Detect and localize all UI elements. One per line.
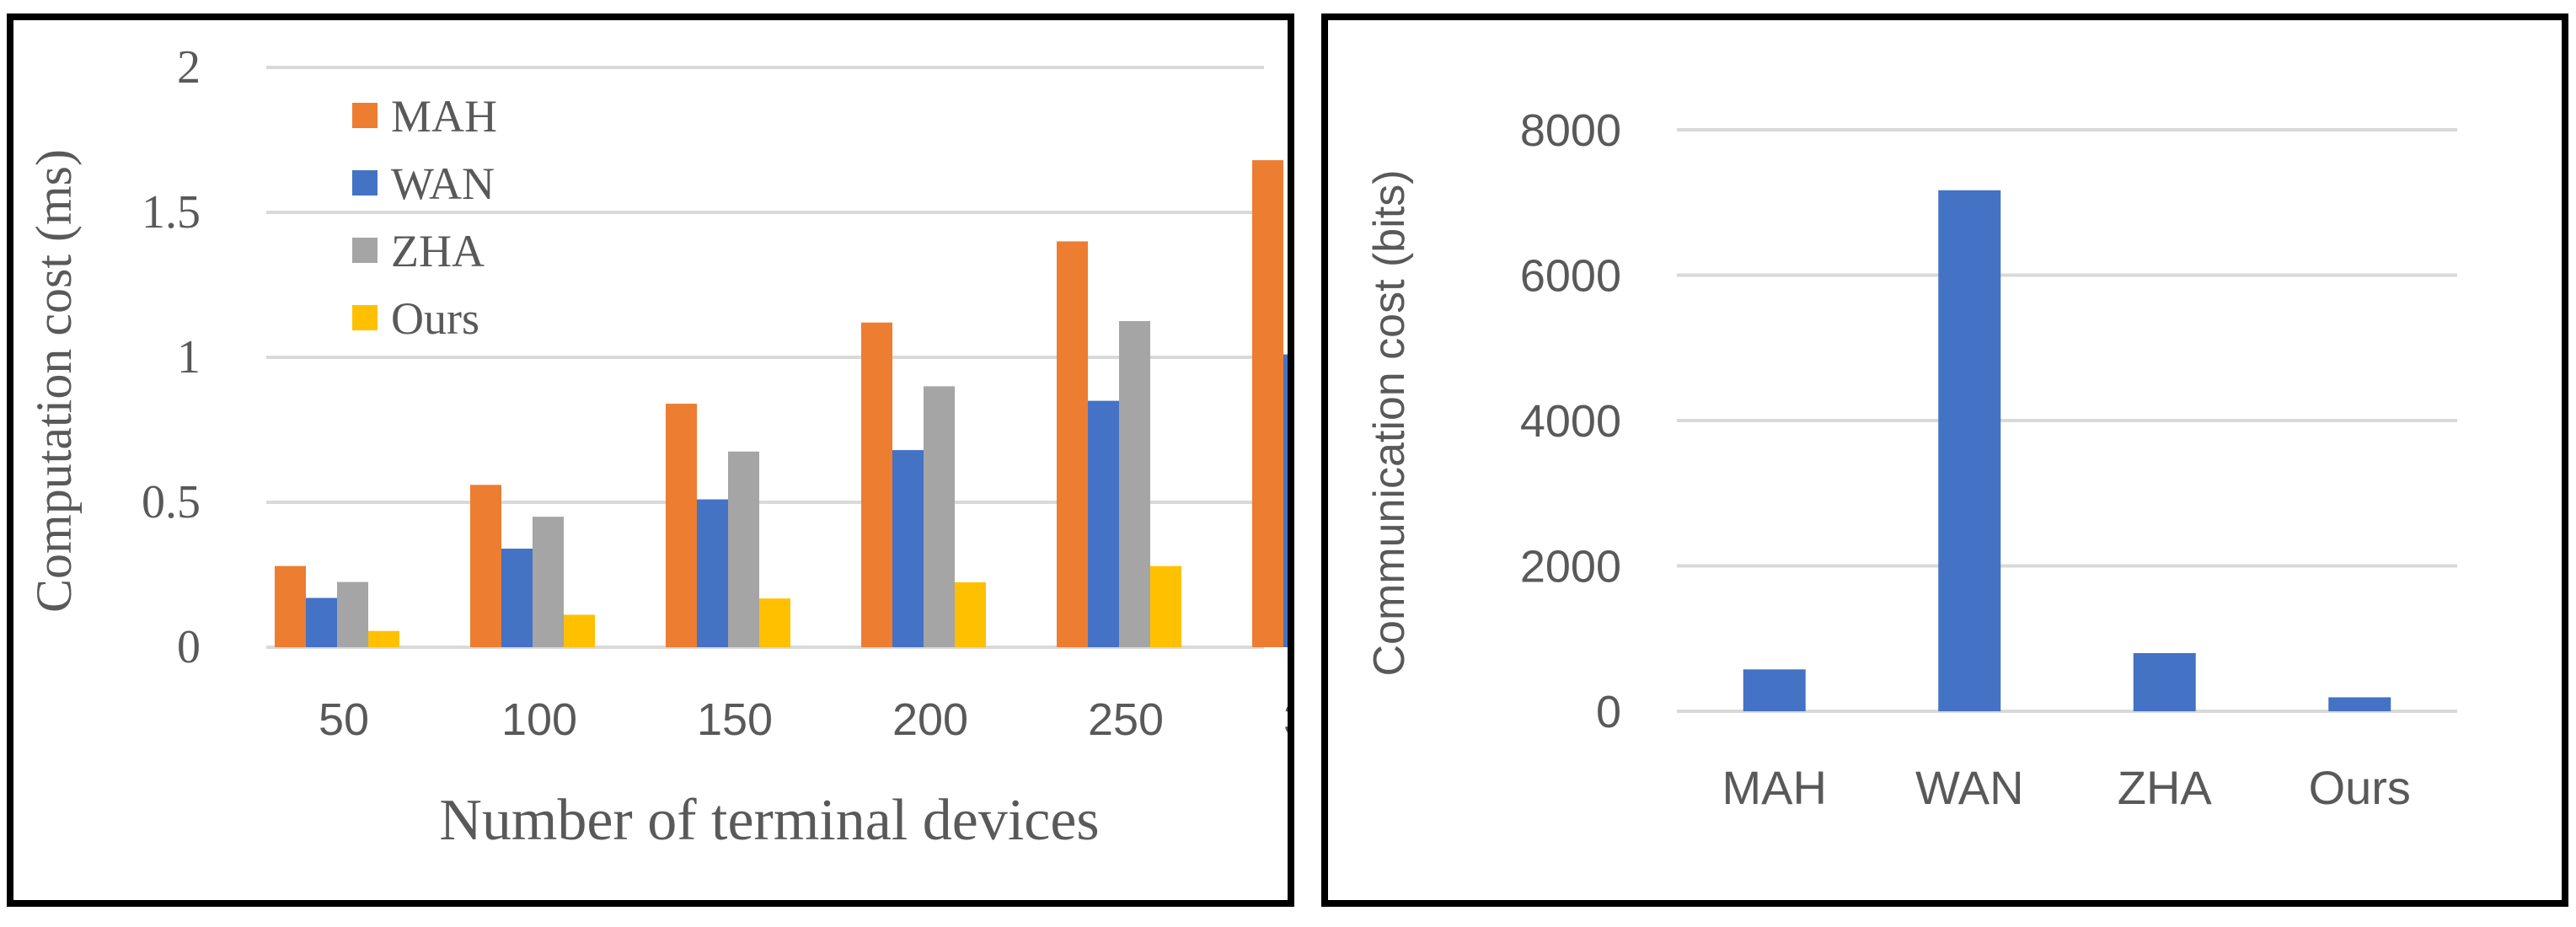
- y-tick-label: 1: [177, 331, 201, 383]
- legend-swatch-ours: [352, 305, 378, 330]
- bar-ours-200: [955, 581, 986, 647]
- bar-wan-200: [892, 450, 924, 647]
- y-axis-title: Communication cost (bits): [1365, 169, 1414, 676]
- bar-zha: [2133, 653, 2196, 711]
- bar-wan: [1938, 190, 2001, 711]
- legend-label-wan: WAN: [391, 158, 495, 209]
- bar-mah-250: [1057, 241, 1088, 647]
- bar-mah-300: [1252, 160, 1283, 647]
- bar-zha-150: [728, 451, 759, 647]
- bar-ours-250: [1150, 565, 1181, 647]
- x-tick-label: 100: [501, 694, 577, 745]
- bar-wan-250: [1088, 400, 1119, 647]
- legend-swatch-wan: [352, 170, 378, 196]
- x-tick-label: WAN: [1915, 761, 2024, 814]
- y-axis-title: Computation cost (ms): [26, 149, 82, 613]
- bar-mah: [1743, 669, 1806, 711]
- x-tick-label: ZHA: [2118, 761, 2213, 814]
- bar-mah-100: [470, 485, 501, 647]
- computation-cost-chart: 0 0.5 1 1.5 2 50 100 150 200 250 300 MAH WAN ZHA Our…: [26, 41, 1288, 853]
- x-tick-label: MAH: [1722, 761, 1827, 814]
- bar-zha-50: [337, 581, 368, 647]
- legend-swatch-mah: [352, 103, 378, 128]
- x-tick-label: 250: [1088, 694, 1164, 745]
- y-tick-label: 4000: [1520, 396, 1621, 447]
- bar-wan-100: [501, 549, 533, 647]
- bar-mah-200: [861, 322, 892, 647]
- y-tick-label: 2000: [1520, 542, 1621, 592]
- legend-label-zha: ZHA: [391, 226, 485, 276]
- x-tick-label: Ours: [2309, 761, 2411, 814]
- bar-ours-50: [368, 630, 399, 647]
- bar-mah-150: [666, 404, 697, 647]
- x-tick-label: 200: [892, 694, 968, 745]
- x-tick-label: 300: [1283, 694, 1288, 745]
- x-tick-label: 50: [319, 694, 369, 745]
- x-tick-label: 150: [697, 694, 773, 745]
- bar-ours-100: [564, 614, 595, 647]
- y-tick-label: 1.5: [142, 186, 201, 238]
- legend-label-mah: MAH: [391, 91, 497, 142]
- bar-wan-150: [697, 499, 728, 647]
- y-tick-label: 0: [177, 621, 201, 673]
- bar-mah-50: [275, 565, 306, 647]
- bar-zha-250: [1119, 321, 1150, 647]
- y-tick-label: 6000: [1520, 251, 1621, 302]
- communication-cost-chart: 0 2000 4000 6000 8000 MAH WAN ZHA Ours Communic…: [1365, 105, 2457, 814]
- bar-zha-200: [924, 386, 955, 647]
- y-tick-label: 8000: [1520, 105, 1621, 156]
- legend-swatch-zha: [352, 238, 378, 263]
- bar-ours: [2328, 697, 2391, 711]
- y-tick-label: 2: [177, 41, 201, 94]
- bar-wan-50: [306, 597, 337, 647]
- computation-cost-chart-panel: 0 0.5 1 1.5 2 50 100 150 200 250 300 MAH WAN ZHA Our…: [7, 13, 1294, 907]
- legend-label-ours: Ours: [391, 293, 479, 344]
- x-axis-title: Number of terminal devices: [439, 788, 1099, 853]
- y-tick-label: 0: [1596, 687, 1621, 737]
- bar-wan-300: [1283, 354, 1288, 647]
- communication-cost-chart-panel: 0 2000 4000 6000 8000 MAH WAN ZHA Ours Communic…: [1321, 13, 2568, 907]
- y-tick-label: 0.5: [142, 476, 201, 528]
- bar-ours-150: [759, 598, 790, 647]
- bar-zha-100: [533, 517, 564, 647]
